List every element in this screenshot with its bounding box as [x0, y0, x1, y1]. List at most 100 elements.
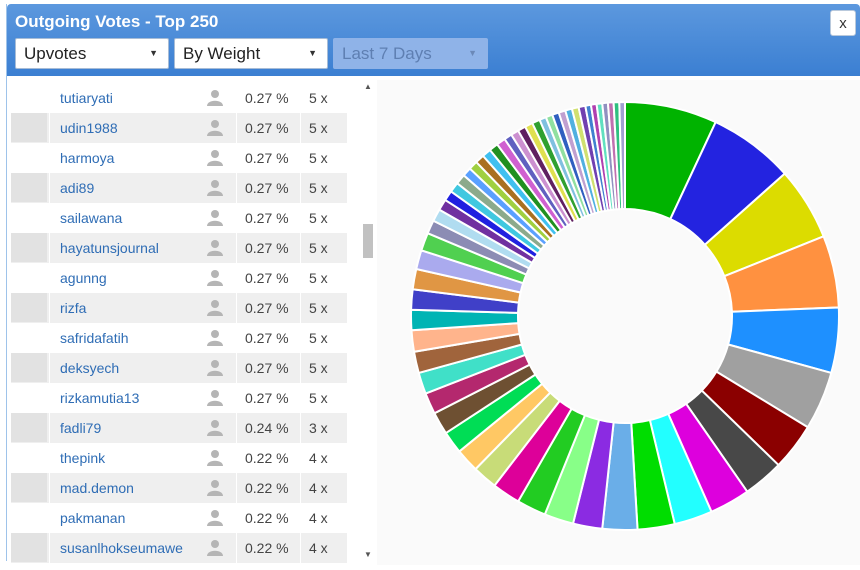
sort-by-select[interactable]: By Weight ▼ [174, 38, 328, 69]
time-range-select: Last 7 Days ▼ [333, 38, 488, 69]
vote-count: 5 x [300, 173, 347, 203]
table-row: udin1988 0.27 % 5 x [11, 113, 347, 143]
vote-percent: 0.27 % [236, 383, 300, 413]
voter-name-link[interactable]: deksyech [49, 353, 233, 383]
scroll-up-arrow-icon[interactable]: ▲ [364, 82, 372, 91]
vote-count: 5 x [300, 383, 347, 413]
chart-panel [377, 80, 860, 565]
vote-count: 5 x [300, 113, 347, 143]
user-icon[interactable] [207, 239, 223, 256]
table-row: hayatunsjournal 0.27 % 5 x [11, 233, 347, 263]
user-icon[interactable] [207, 119, 223, 136]
vote-count: 5 x [300, 233, 347, 263]
table-row: pakmanan 0.22 % 4 x [11, 503, 347, 533]
user-icon[interactable] [207, 389, 223, 406]
voter-name-link[interactable]: udin1988 [49, 113, 233, 143]
table-row: harmoya 0.27 % 5 x [11, 143, 347, 173]
vote-percent: 0.27 % [236, 203, 300, 233]
voter-name-link[interactable]: tutiaryati [49, 83, 233, 113]
vote-count: 5 x [300, 83, 347, 113]
table-row: rizfa 0.27 % 5 x [11, 293, 347, 323]
vote-percent: 0.27 % [236, 323, 300, 353]
table-row: thepink 0.22 % 4 x [11, 443, 347, 473]
vote-type-select[interactable]: Upvotes ▼ [15, 38, 169, 69]
table-row: agunng 0.27 % 5 x [11, 263, 347, 293]
row-marker [11, 143, 47, 172]
scroll-thumb[interactable] [363, 224, 373, 258]
row-marker [11, 323, 47, 352]
vote-percent: 0.27 % [236, 233, 300, 263]
user-icon[interactable] [207, 179, 223, 196]
row-marker [11, 443, 47, 472]
table-row: sailawana 0.27 % 5 x [11, 203, 347, 233]
voter-name-link[interactable]: fadli79 [49, 413, 233, 443]
row-marker [11, 353, 47, 382]
user-icon[interactable] [207, 149, 223, 166]
vote-percent: 0.24 % [236, 413, 300, 443]
vote-count: 4 x [300, 443, 347, 473]
outgoing-votes-dialog: Outgoing Votes - Top 250 x Upvotes ▼ By … [6, 4, 860, 565]
row-marker [11, 173, 47, 202]
vote-count: 5 x [300, 203, 347, 233]
scroll-down-arrow-icon[interactable]: ▼ [364, 550, 372, 559]
voter-name-link[interactable]: agunng [49, 263, 233, 293]
table-row: adi89 0.27 % 5 x [11, 173, 347, 203]
table-row: susanlhokseumawe 0.22 % 4 x [11, 533, 347, 563]
chevron-down-icon: ▼ [149, 48, 158, 58]
vote-percent: 0.27 % [236, 113, 300, 143]
table-row: mad.demon 0.22 % 4 x [11, 473, 347, 503]
voter-name-link[interactable]: sailawana [49, 203, 233, 233]
vote-percent: 0.27 % [236, 263, 300, 293]
user-icon[interactable] [207, 479, 223, 496]
user-icon[interactable] [207, 359, 223, 376]
sort-by-value: By Weight [183, 44, 261, 63]
voter-name-link[interactable]: susanlhokseumawe [49, 533, 233, 563]
voter-name-link[interactable]: harmoya [49, 143, 233, 173]
vote-type-value: Upvotes [24, 44, 87, 63]
voters-list: tutiaryati 0.27 % 5 x udin1988 0.27 % 5 x harm… [11, 80, 347, 565]
close-button[interactable]: x [830, 10, 856, 36]
chevron-down-icon: ▼ [468, 48, 477, 58]
user-icon[interactable] [207, 539, 223, 556]
row-marker [11, 503, 47, 532]
user-icon[interactable] [207, 329, 223, 346]
voter-name-link[interactable]: adi89 [49, 173, 233, 203]
row-marker [11, 473, 47, 502]
voter-name-link[interactable]: safridafatih [49, 323, 233, 353]
voter-name-link[interactable]: pakmanan [49, 503, 233, 533]
row-marker [11, 83, 47, 112]
voter-name-link[interactable]: rizkamutia13 [49, 383, 233, 413]
user-icon[interactable] [207, 449, 223, 466]
vote-count: 5 x [300, 143, 347, 173]
table-row: rizkamutia13 0.27 % 5 x [11, 383, 347, 413]
time-range-value: Last 7 Days [342, 44, 432, 63]
vote-percent: 0.22 % [236, 533, 300, 563]
user-icon[interactable] [207, 509, 223, 526]
row-marker [11, 233, 47, 262]
vote-percent: 0.27 % [236, 353, 300, 383]
vote-count: 3 x [300, 413, 347, 443]
user-icon[interactable] [207, 89, 223, 106]
voter-name-link[interactable]: rizfa [49, 293, 233, 323]
vote-count: 5 x [300, 293, 347, 323]
donut-slice[interactable] [618, 100, 626, 211]
user-icon[interactable] [207, 269, 223, 286]
row-marker [11, 383, 47, 412]
vote-percent: 0.22 % [236, 473, 300, 503]
vote-count: 4 x [300, 473, 347, 503]
dialog-title: Outgoing Votes - Top 250 [15, 12, 219, 31]
vote-count: 5 x [300, 323, 347, 353]
row-marker [11, 533, 47, 562]
list-scrollbar[interactable]: ▲ ▼ [361, 80, 375, 565]
user-icon[interactable] [207, 299, 223, 316]
vote-percent: 0.27 % [236, 83, 300, 113]
vote-count: 4 x [300, 503, 347, 533]
table-row: deksyech 0.27 % 5 x [11, 353, 347, 383]
vote-percent: 0.22 % [236, 503, 300, 533]
voter-name-link[interactable]: mad.demon [49, 473, 233, 503]
voter-name-link[interactable]: thepink [49, 443, 233, 473]
user-icon[interactable] [207, 419, 223, 436]
user-icon[interactable] [207, 209, 223, 226]
voter-name-link[interactable]: hayatunsjournal [49, 233, 233, 263]
donut-chart [410, 100, 840, 531]
